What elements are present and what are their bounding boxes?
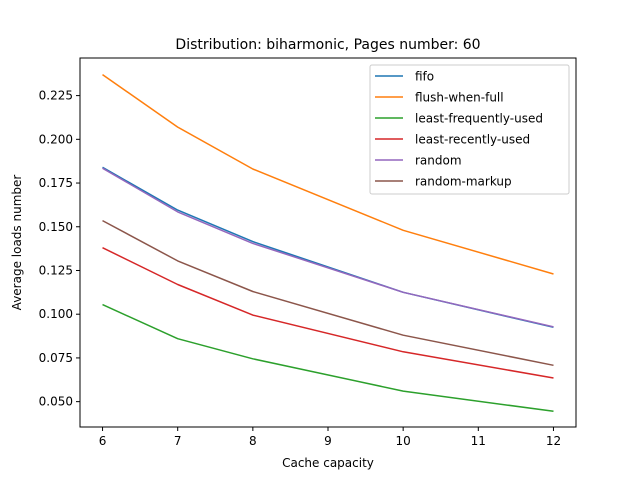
y-tick-label: 0.075 (39, 351, 73, 365)
series-lines (102, 73, 554, 413)
series-line-least-frequently-used (102, 303, 554, 413)
x-tick-label: 9 (324, 434, 332, 448)
x-tick-label: 7 (174, 434, 182, 448)
series-line-flush-when-full (102, 73, 554, 275)
y-axis-label: Average loads number (10, 175, 24, 311)
y-tick-label: 0.100 (39, 307, 73, 321)
chart-title: Distribution: biharmonic, Pages number: … (175, 37, 480, 53)
y-tick-label: 0.050 (39, 395, 73, 409)
x-tick-label: 8 (249, 434, 257, 448)
series-line-random (102, 167, 554, 328)
plot-frame (79, 57, 577, 428)
y-tick-label: 0.125 (39, 263, 73, 277)
y-tick-label: 0.200 (39, 132, 73, 146)
legend-label-flush-when-full: flush-when-full (415, 91, 504, 105)
legend-label-random-markup: random-markup (415, 175, 512, 189)
legend-box (369, 64, 570, 195)
x-tick-label: 6 (99, 434, 107, 448)
y-axis-ticks: 0.050 0.075 0.100 0.125 0.150 0.175 0.200 0.225 (39, 89, 80, 409)
legend: fifo flush-when-full least-frequently-used… (369, 64, 570, 195)
x-tick-label: 10 (396, 434, 411, 448)
y-tick-label: 0.225 (39, 89, 73, 103)
x-axis-label: Cache capacity (282, 456, 374, 470)
x-axis-ticks: 6 7 8 9 10 11 12 (99, 427, 561, 448)
y-tick-label: 0.175 (39, 176, 73, 190)
legend-label-least-frequently-used: least-frequently-used (415, 112, 543, 126)
legend-label-least-recently-used: least-recently-used (415, 133, 530, 147)
series-line-random-markup (102, 219, 554, 367)
legend-label-fifo: fifo (415, 70, 434, 84)
x-tick-label: 12 (546, 434, 561, 448)
x-tick-label: 11 (471, 434, 486, 448)
legend-label-random: random (415, 154, 462, 168)
series-line-least-recently-used (102, 247, 554, 379)
y-tick-label: 0.150 (39, 220, 73, 234)
